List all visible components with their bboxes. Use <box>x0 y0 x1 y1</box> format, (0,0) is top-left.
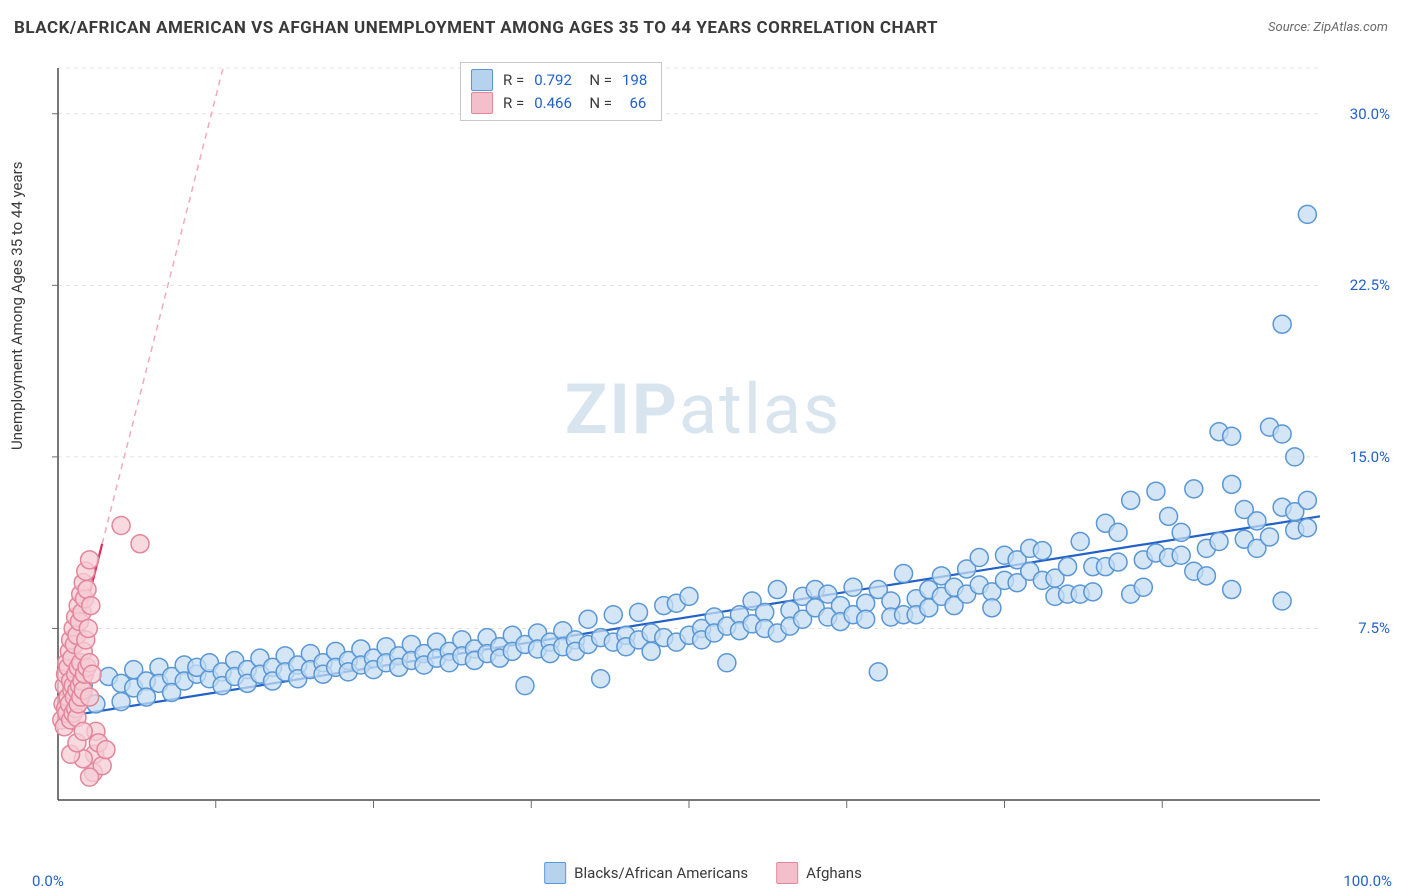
stats-row-2: R = 0.466 N = 66 <box>471 92 647 115</box>
source-label: Source: ZipAtlas.com <box>1268 20 1388 35</box>
stat-r-label: R = <box>503 69 524 92</box>
legend-label-2: Afghans <box>806 864 862 882</box>
swatch-series-2 <box>471 92 493 114</box>
bottom-legend: Blacks/African Americans Afghans <box>544 862 862 884</box>
stats-legend: R = 0.792 N = 198 R = 0.466 N = 66 <box>460 62 662 121</box>
plot-area <box>50 60 1390 840</box>
stat-n-value-2: 66 <box>622 92 646 115</box>
legend-item-1: Blacks/African Americans <box>544 862 748 884</box>
stat-r-value-1: 0.792 <box>534 69 572 92</box>
x-axis-origin-label: 0.0% <box>32 872 64 890</box>
stat-r-value-2: 0.466 <box>534 92 572 115</box>
legend-label-1: Blacks/African Americans <box>574 864 748 882</box>
scatter-chart <box>50 60 1390 840</box>
y-axis-label: Unemployment Among Ages 35 to 44 years <box>8 162 26 450</box>
y-tick-label: 30.0% <box>1350 105 1390 123</box>
y-tick-label: 22.5% <box>1350 276 1390 294</box>
swatch-series-1 <box>471 69 493 91</box>
stat-r-label: R = <box>503 92 524 115</box>
stat-n-label: N = <box>582 69 612 92</box>
stat-n-label: N = <box>582 92 612 115</box>
swatch-series-1-icon <box>544 862 566 884</box>
chart-title: BLACK/AFRICAN AMERICAN VS AFGHAN UNEMPLO… <box>14 18 938 38</box>
stats-row-1: R = 0.792 N = 198 <box>471 69 647 92</box>
y-tick-label: 7.5% <box>1358 619 1390 637</box>
y-tick-label: 15.0% <box>1350 448 1390 466</box>
stat-n-value-1: 198 <box>622 69 647 92</box>
x-axis-max-label: 100.0% <box>1343 872 1392 890</box>
legend-item-2: Afghans <box>776 862 862 884</box>
swatch-series-2-icon <box>776 862 798 884</box>
